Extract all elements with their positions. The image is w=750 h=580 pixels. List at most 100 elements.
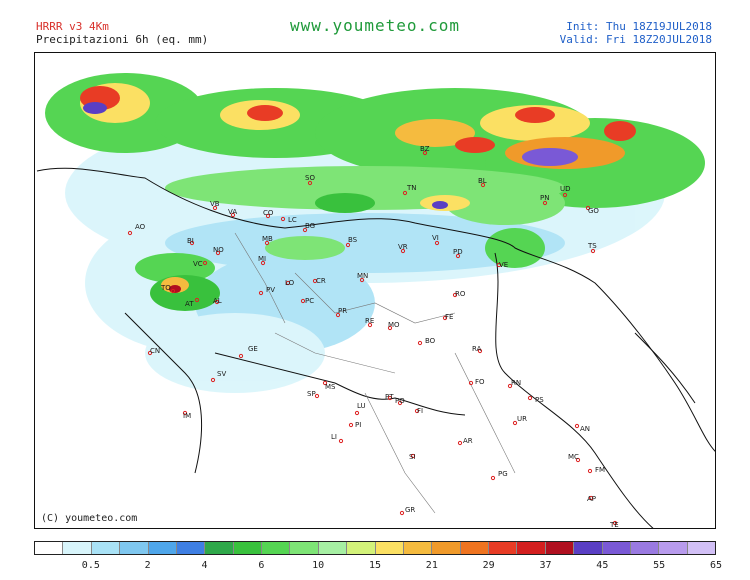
legend-swatch	[233, 542, 262, 554]
svg-text:PC: PC	[305, 297, 314, 305]
city-pv: PV	[258, 286, 275, 296]
city-to: TO	[160, 284, 176, 294]
svg-text:VA: VA	[228, 208, 237, 216]
legend-swatch	[35, 542, 64, 554]
city-sv: SV	[210, 370, 226, 383]
svg-text:PV: PV	[266, 286, 275, 294]
legend-swatch	[460, 542, 489, 554]
svg-text:MO: MO	[388, 321, 400, 329]
svg-text:LU: LU	[357, 402, 366, 410]
svg-text:GE: GE	[248, 345, 258, 353]
city-ud: UD	[560, 185, 571, 198]
svg-text:PT: PT	[385, 393, 394, 401]
city-ge: GE	[238, 345, 258, 359]
map-svg: AO VB VA CO LC SO BZ TN BL PN UD GO TS B…	[35, 53, 715, 529]
legend-tick-label: 55	[653, 560, 666, 571]
city-gr: GR	[399, 506, 415, 516]
svg-text:AO: AO	[135, 223, 146, 231]
city-bg: BG	[302, 222, 315, 233]
model-name: HRRR v3 4Km	[36, 20, 109, 33]
svg-text:SO: SO	[305, 174, 315, 182]
city-bl: BL	[478, 177, 487, 188]
city-mi: MI	[258, 255, 266, 266]
svg-text:UR: UR	[517, 415, 527, 423]
city-ro: RO	[452, 290, 466, 298]
city-tn: TN	[402, 184, 417, 196]
legend-swatch	[489, 542, 518, 554]
legend-tick-label: 6	[258, 560, 265, 571]
city-at: AT	[185, 297, 200, 308]
svg-text:AP: AP	[587, 495, 596, 503]
svg-text:BO: BO	[425, 337, 436, 345]
city-ur: UR	[512, 415, 527, 426]
svg-text:RE: RE	[365, 317, 374, 325]
city-li: LI	[331, 433, 344, 444]
svg-text:AL: AL	[213, 297, 222, 305]
svg-text:FE: FE	[445, 313, 453, 321]
coastline-layer	[36, 167, 715, 528]
city-rn: RN	[507, 379, 521, 389]
legend-tick-label: 21	[425, 560, 438, 571]
svg-text:PO: PO	[395, 397, 405, 405]
legend-tick-label: 0.5	[81, 560, 100, 571]
legend-swatch	[176, 542, 206, 554]
legend-swatch	[205, 542, 234, 554]
svg-text:NO: NO	[213, 246, 224, 254]
svg-text:VC: VC	[193, 260, 203, 268]
city-fm: FM	[587, 466, 605, 474]
city-ra: RA	[472, 345, 483, 354]
valid-label: Valid:	[559, 33, 600, 46]
city-pg: PG	[490, 470, 508, 481]
legend-swatch	[63, 542, 92, 554]
intense-precip-layer	[80, 86, 636, 293]
svg-text:IM: IM	[183, 412, 191, 420]
init-label: Init:	[566, 20, 600, 33]
legend-swatch	[517, 542, 546, 554]
city-so: SO	[305, 174, 315, 186]
svg-text:VR: VR	[398, 243, 408, 251]
legend-swatch	[432, 542, 461, 554]
city-pn: PN	[540, 194, 549, 206]
city-si: SI	[409, 453, 416, 461]
legend-tick-label: 37	[539, 560, 552, 571]
svg-text:TN: TN	[406, 184, 417, 192]
svg-text:RN: RN	[511, 379, 521, 387]
legend-swatch	[630, 542, 660, 554]
city-lu: LU	[354, 402, 366, 416]
city-ap: AP	[587, 495, 596, 503]
svg-text:MN: MN	[357, 272, 368, 280]
legend-swatch	[659, 542, 688, 554]
legend-swatch	[91, 542, 121, 554]
border-layer	[234, 232, 516, 514]
svg-text:CO: CO	[263, 209, 274, 217]
valid-value: Fri 18Z20JUL2018	[606, 33, 712, 46]
city-go: GO	[585, 205, 599, 215]
svg-text:SP: SP	[307, 390, 316, 398]
svg-text:FO: FO	[475, 378, 485, 386]
svg-text:CR: CR	[316, 277, 326, 285]
init-value: Thu 18Z19JUL2018	[606, 20, 712, 33]
city-ps: PS	[527, 395, 544, 404]
city-ms: MS	[322, 380, 336, 391]
svg-text:VI: VI	[432, 234, 439, 242]
legend-tick-label: 10	[312, 560, 325, 571]
legend-tick-label: 15	[368, 560, 382, 571]
legend-swatch	[545, 542, 575, 554]
svg-text:PD: PD	[453, 248, 463, 256]
svg-text:LC: LC	[288, 216, 297, 224]
legend-swatch	[602, 542, 631, 554]
svg-text:AN: AN	[580, 425, 590, 433]
svg-text:TE: TE	[609, 521, 619, 529]
city-fe: FE	[442, 313, 453, 321]
svg-text:LI: LI	[331, 433, 337, 441]
city-no: NO	[213, 246, 224, 256]
city-fo: FO	[468, 378, 485, 386]
legend-swatch	[375, 542, 404, 554]
site-url[interactable]: www.youmeteo.com	[289, 16, 461, 35]
city-ve: VE	[496, 261, 508, 269]
legend-tick-label: 29	[482, 560, 495, 571]
precipitation-map: AO VB VA CO LC SO BZ TN BL PN UD GO TS B…	[34, 52, 716, 529]
legend-ticks: 0.5 2 4 6 10 15 21 29 37 45 55 65	[34, 560, 722, 574]
svg-text:GO: GO	[588, 207, 599, 215]
copyright: (C) youmeteo.com	[41, 513, 138, 524]
